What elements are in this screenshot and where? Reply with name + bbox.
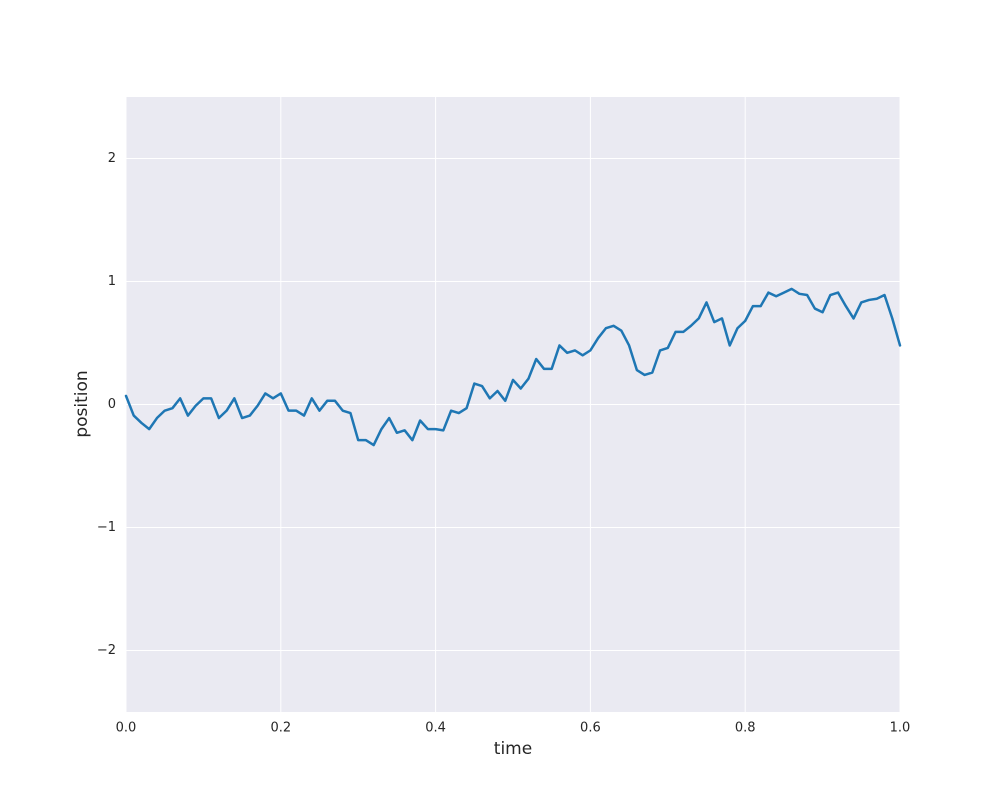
y-tick-label: −1 — [97, 520, 116, 535]
marks — [124, 287, 902, 447]
y-axis-label: position — [72, 370, 92, 437]
y-tick-label: 1 — [108, 274, 116, 289]
grid — [125, 97, 901, 712]
x-axis-label: time — [494, 739, 532, 759]
y-tick-label: 2 — [108, 151, 116, 166]
x-tick-label: 0.0 — [116, 721, 137, 736]
x-tick-label: 0.4 — [425, 721, 446, 736]
y-tick-label: 0 — [108, 397, 116, 412]
x-tick-label: 0.8 — [735, 721, 756, 736]
x-tick-label: 1.0 — [890, 721, 911, 736]
x-tick-label: 0.2 — [270, 721, 291, 736]
x-tick-label: 0.6 — [580, 721, 601, 736]
data-line — [124, 287, 902, 447]
y-tick-label: −2 — [97, 643, 116, 658]
